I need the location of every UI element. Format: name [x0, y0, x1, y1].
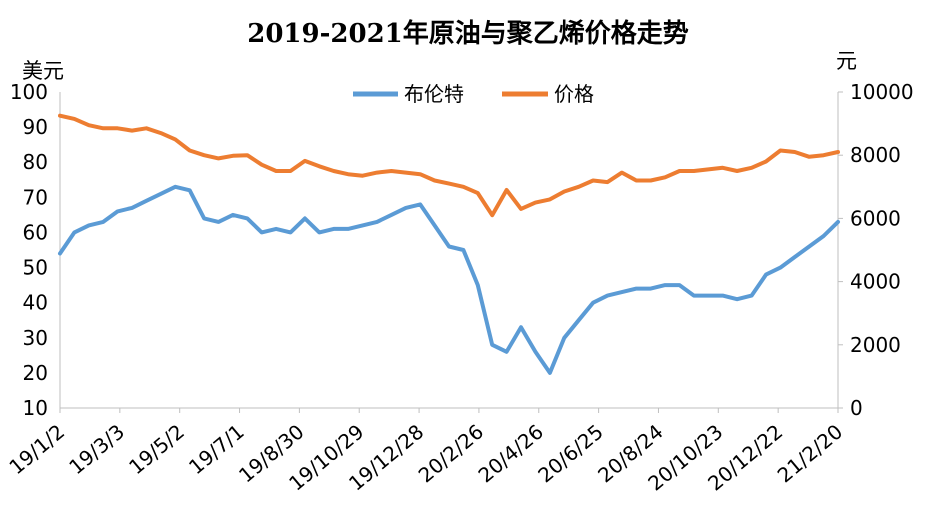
legend-label-price: 价格	[554, 82, 594, 106]
right-tick-label: 4000	[850, 270, 901, 294]
left-tick-label: 30	[23, 326, 48, 350]
left-tick-label: 80	[23, 150, 48, 174]
left-tick-label: 90	[23, 115, 48, 139]
x-tick-label: 19/5/2	[124, 419, 189, 479]
right-tick-label: 0	[850, 396, 863, 420]
x-tick-label: 20/2/26	[414, 419, 488, 487]
left-tick-label: 100	[10, 80, 48, 104]
chart-title: 2019-2021年原油与聚乙烯价格走势	[247, 18, 689, 49]
left-tick-label: 20	[23, 361, 48, 385]
x-tick-label: 19/3/3	[64, 419, 129, 479]
left-axis-unit: 美元	[22, 59, 64, 83]
brent-line	[58, 184, 840, 375]
price-line	[58, 113, 840, 218]
legend-label-brent: 布伦特	[404, 82, 464, 106]
right-axis-ticks: 10000 8000 6000 4000 2000 0	[838, 80, 914, 420]
x-tick-label: 20/6/25	[533, 419, 607, 487]
left-tick-label: 40	[23, 291, 48, 315]
x-tick-label: 21/2/20	[773, 419, 847, 487]
series-layer	[58, 113, 840, 375]
right-tick-label: 2000	[850, 333, 901, 357]
left-tick-label: 60	[23, 220, 48, 244]
legend: 布伦特 价格	[353, 82, 594, 106]
x-tick-label: 19/1/2	[4, 419, 69, 479]
x-axis-ticks: 19/1/219/3/319/5/219/7/119/8/3019/10/291…	[4, 408, 847, 496]
left-axis-ticks: 100 90 80 70 60 50 40 30 20 10	[10, 80, 48, 420]
right-axis-unit: 元	[836, 49, 857, 73]
x-tick-label: 20/4/26	[473, 419, 547, 487]
right-tick-label: 10000	[850, 80, 914, 104]
left-tick-label: 50	[23, 256, 48, 280]
left-tick-label: 10	[23, 396, 48, 420]
right-tick-label: 8000	[850, 143, 901, 167]
left-tick-label: 70	[23, 185, 48, 209]
right-tick-label: 6000	[850, 206, 901, 230]
